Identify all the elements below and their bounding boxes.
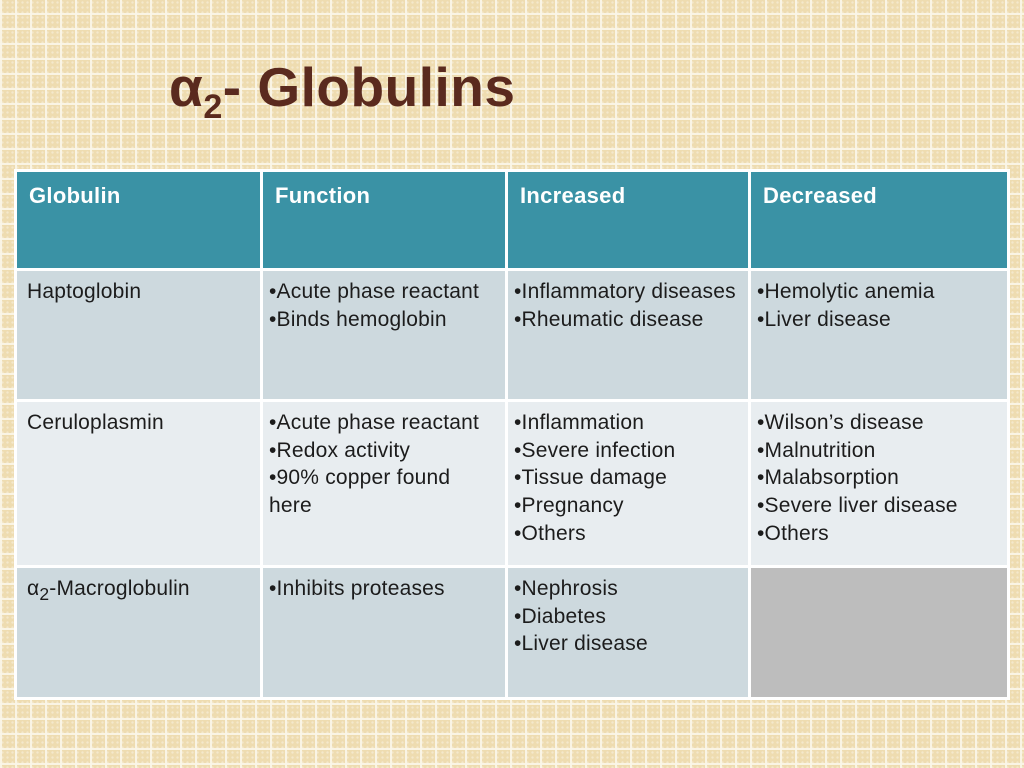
- column-header-decreased: Decreased: [751, 172, 1007, 268]
- bullet-item: •Binds hemoglobin: [269, 307, 447, 331]
- macroglobulin-subscript: 2: [39, 584, 50, 605]
- title-alpha: α: [169, 56, 204, 118]
- cell-globulin-haptoglobin: Haptoglobin: [17, 271, 260, 399]
- bullet-item: •Others: [757, 521, 829, 545]
- bullet-item: •Inflammation: [514, 411, 645, 434]
- bullet-item: •Liver disease: [514, 632, 648, 656]
- bullet-item: •Severe liver disease: [757, 494, 958, 518]
- cell-globulin-ceruloplasmin: Ceruloplasmin: [17, 402, 260, 565]
- cell-increased-ceruloplasmin: •Inflammation •Severe infection •Tissue …: [508, 402, 748, 565]
- bullet-item: •Malabsorption: [757, 466, 900, 490]
- bullet-item: •Pregnancy: [514, 494, 624, 518]
- cell-function-macroglobulin: •Inhibits proteases: [263, 568, 505, 697]
- bullet-item: •Nephrosis: [514, 577, 618, 600]
- bullet-item: •Severe infection: [514, 438, 676, 462]
- bullet-item: •Hemolytic anemia: [757, 280, 935, 303]
- column-header-increased: Increased: [508, 172, 748, 268]
- bullet-item: •Rheumatic disease: [514, 307, 704, 331]
- cell-decreased-haptoglobin: •Hemolytic anemia •Liver disease: [751, 271, 1007, 399]
- cell-globulin-macroglobulin: α2-Macroglobulin: [17, 568, 260, 697]
- cell-decreased-macroglobulin-empty: [751, 568, 1007, 697]
- macroglobulin-rest: -Macroglobulin: [49, 577, 190, 600]
- bullet-item: •Inhibits proteases: [269, 577, 445, 600]
- bullet-item: •Acute phase reactant: [269, 411, 480, 434]
- bullet-item: •Diabetes: [514, 604, 607, 628]
- cell-function-ceruloplasmin: •Acute phase reactant •Redox activity •9…: [263, 402, 505, 565]
- cell-decreased-ceruloplasmin: •Wilson’s disease •Malnutrition •Malabso…: [751, 402, 1007, 565]
- cell-function-haptoglobin: •Acute phase reactant •Binds hemoglobin: [263, 271, 505, 399]
- bullet-item: •Malnutrition: [757, 438, 876, 462]
- bullet-item: •Redox activity: [269, 438, 411, 462]
- column-header-globulin: Globulin: [17, 172, 260, 268]
- page-title: α2- Globulins: [169, 56, 516, 124]
- column-header-function: Function: [263, 172, 505, 268]
- macroglobulin-alpha: α: [27, 577, 40, 600]
- bullet-item: •Wilson’s disease: [757, 411, 924, 434]
- title-subscript: 2: [203, 88, 223, 126]
- bullet-item: •90% copper found here: [269, 466, 451, 518]
- title-rest: - Globulins: [222, 56, 516, 118]
- cell-increased-macroglobulin: •Nephrosis •Diabetes •Liver disease: [508, 568, 748, 697]
- globulins-table: Globulin Function Increased Decreased Ha…: [14, 169, 1010, 700]
- bullet-item: •Acute phase reactant: [269, 280, 480, 303]
- bullet-item: •Others: [514, 521, 586, 545]
- bullet-item: •Tissue damage: [514, 466, 667, 490]
- bullet-item: •Liver disease: [757, 307, 891, 331]
- cell-increased-haptoglobin: •Inflammatory diseases •Rheumatic diseas…: [508, 271, 748, 399]
- bullet-item: •Inflammatory diseases: [514, 280, 736, 303]
